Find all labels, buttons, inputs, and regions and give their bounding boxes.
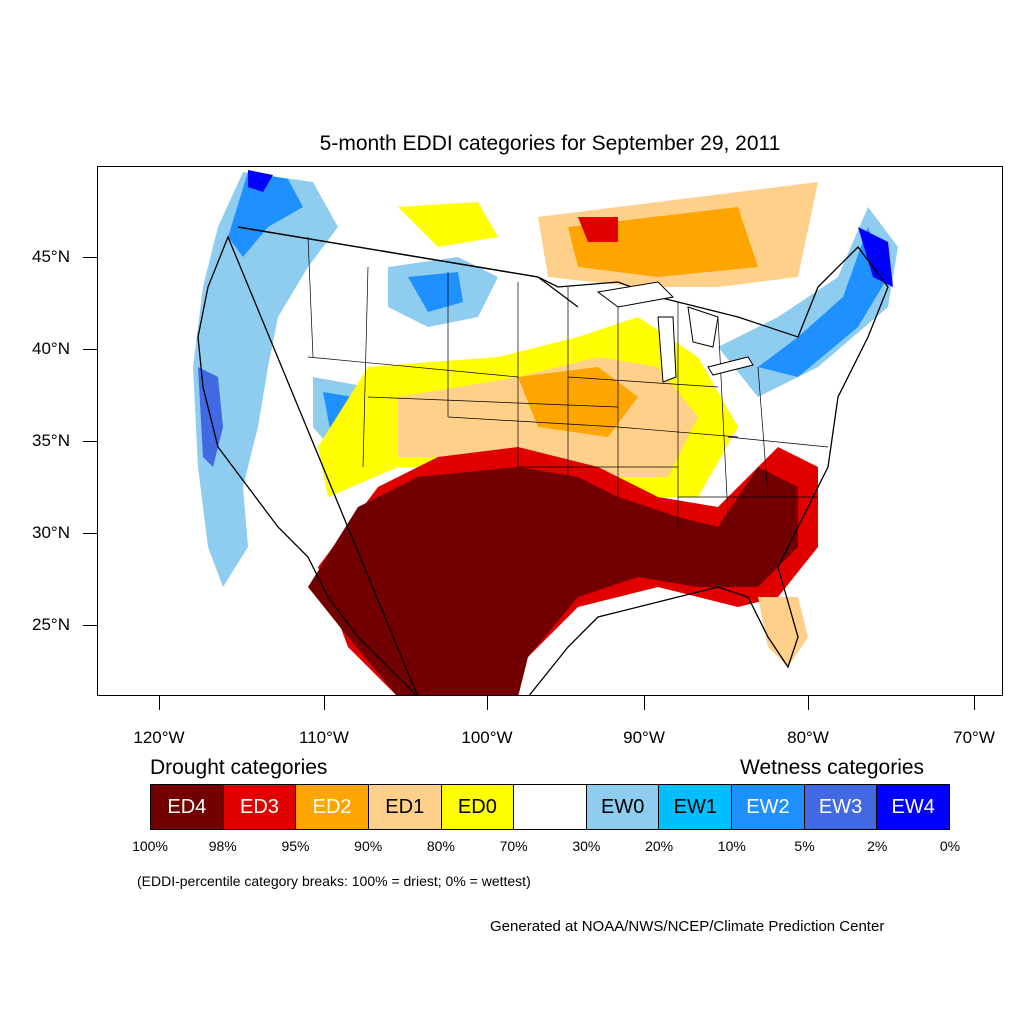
legend-break-label: 80% [426,838,455,854]
lon-label-120w: 120°W [133,728,185,747]
legend-swatch-ed0: ED0 [441,785,515,829]
lon-label-70w: 70°W [953,728,995,747]
region-ew-west [193,172,338,587]
region-ed2-florida [758,597,808,667]
legend-swatch-ed2: ED2 [296,785,369,829]
legend-break-label: 30% [572,838,601,854]
region-ew4-nw [248,170,273,192]
legend-swatch-ew0: EW0 [586,785,660,829]
legend-colorbar: ED4 ED3 ED2 ED1 ED0 EW0 EW1 EW2 EW3 EW4 [150,784,950,830]
lon-label-80w: 80°W [787,728,829,747]
legend-break-label: 100% [132,838,168,854]
legend-swatch-ed1: ED1 [368,785,442,829]
category-note: (EDDI-percentile category breaks: 100% =… [137,873,531,889]
lat-tick [83,625,97,626]
lon-label-100w: 100°W [461,728,513,747]
region-ew4-maine [858,227,893,287]
region-ew2-northeast [758,227,888,377]
legend-break-label: 20% [645,838,674,854]
region-ed2-plains [518,367,638,437]
state-lines [307,236,829,527]
lat-tick [83,349,97,350]
region-ew2-west [228,172,303,257]
lon-label-110w: 110°W [299,728,349,747]
lake-michigan [657,316,677,383]
legend-swatch-ed3: ED3 [223,785,297,829]
lat-label-30: 30°N [32,523,70,542]
lon-tick [808,696,809,710]
region-ed4-south [308,467,798,695]
legend-break-label: 98% [208,838,237,854]
legend-swatch-ed4: ED4 [151,785,224,829]
map-canvas [193,170,898,695]
lon-tick [974,696,975,710]
lat-tick [83,533,97,534]
legend-swatch-neutral [514,785,587,829]
lake-erie [707,356,754,376]
legend-break-label: 90% [354,838,383,854]
legend-swatch-ew4: EW4 [877,785,950,829]
lake-superior [596,281,675,308]
lon-label-90w: 90°W [623,728,665,747]
lat-label-40: 40°N [32,339,70,358]
lon-tick [159,696,160,710]
lon-tick [324,696,325,710]
lat-tick [83,257,97,258]
lat-label-35: 35°N [32,431,70,450]
region-ew-northeast [718,207,898,397]
lon-tick [644,696,645,710]
credit-line: Generated at NOAA/NWS/NCEP/Climate Predi… [490,918,885,935]
legend-swatch-ew3: EW3 [804,785,878,829]
lat-label-45: 45°N [32,247,70,266]
region-ed3-canada [578,217,618,242]
legend-break-label: 5% [794,838,815,854]
drought-heading: Drought categories [150,756,328,779]
legend-swatch-ew2: EW2 [732,785,805,829]
canada-border [237,226,579,308]
legend-break-label: 2% [867,838,888,854]
legend-break-label: 95% [281,838,310,854]
region-ed0-north [398,202,498,247]
map-title: 5-month EDDI categories for September 29… [319,132,781,155]
lat-label-25: 25°N [32,615,70,634]
legend-swatch-ew1: EW1 [659,785,733,829]
lat-tick [83,441,97,442]
eddi-map [97,166,1003,696]
legend-break-label: 70% [499,838,528,854]
lon-tick [487,696,488,710]
legend-break-label: 0% [939,838,961,854]
wetness-heading: Wetness categories [740,756,925,779]
region-ew2-montana [408,272,463,312]
legend-break-label: 10% [717,838,746,854]
lake-huron [687,306,719,348]
